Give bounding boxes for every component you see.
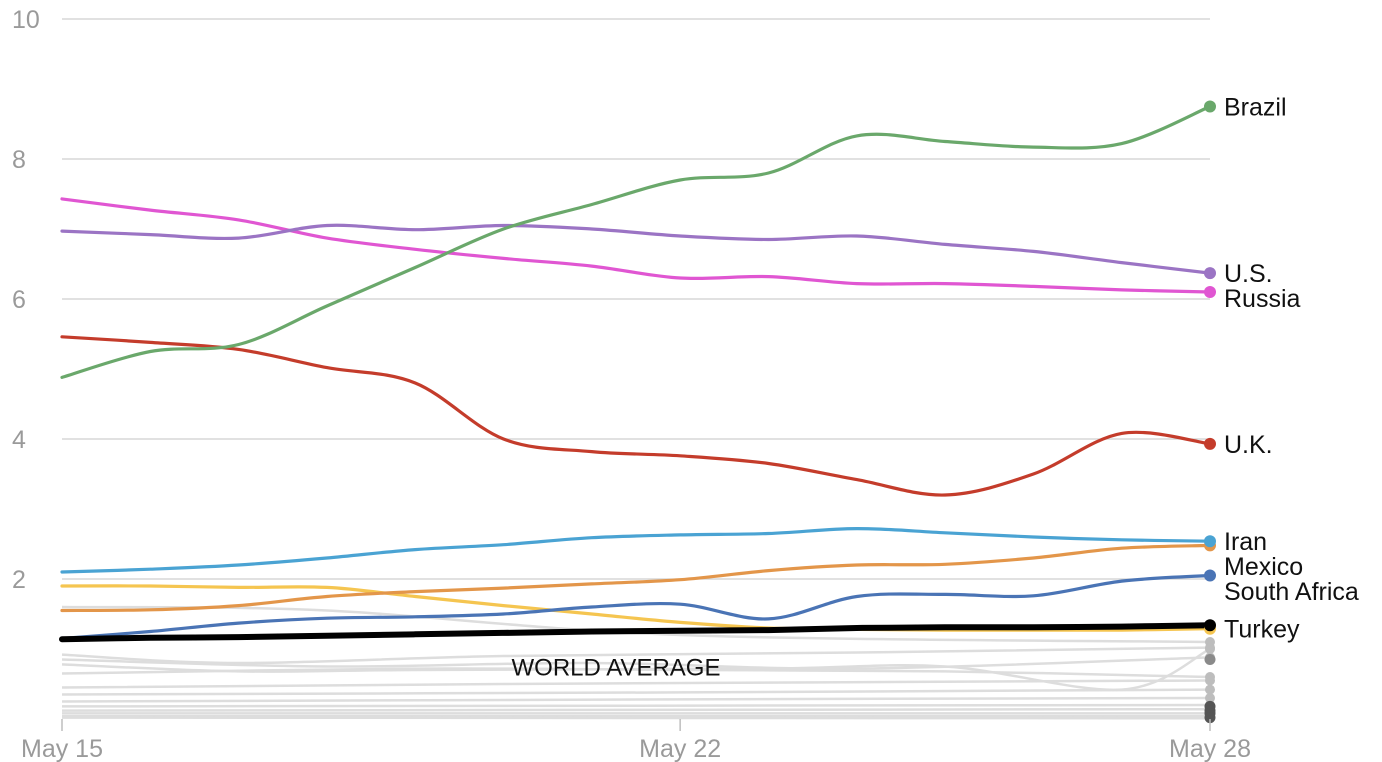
x-tick-label: May 28 <box>1169 735 1251 762</box>
world-average-annotation: WORLD AVERAGE <box>512 654 721 681</box>
series-end-label: Brazil <box>1224 94 1287 122</box>
u-s-line <box>60 223 1212 275</box>
x-tick-label: May 22 <box>639 735 721 762</box>
series-end-label: Iran <box>1224 528 1267 556</box>
series-end-label: Turkey <box>1224 616 1300 644</box>
background-series-line <box>61 707 1211 712</box>
iran-end-dot <box>1204 535 1216 548</box>
x-tick-label: May 15 <box>21 735 103 762</box>
u-k-line <box>60 335 1212 497</box>
background-series-end-dot <box>1205 675 1215 686</box>
y-tick-label: 6 <box>12 286 26 314</box>
background-series-end-dot <box>1205 693 1215 703</box>
background-series-line <box>61 688 1211 696</box>
x-axis: May 15 May 22 May 28 <box>21 719 1251 762</box>
y-axis-tick-labels: 10 8 6 4 2 <box>12 6 40 594</box>
y-tick-label: 8 <box>12 146 26 174</box>
background-series-line <box>61 667 1211 679</box>
y-tick-label: 10 <box>12 6 40 34</box>
world-average-line <box>59 622 1213 643</box>
background-series-line <box>61 703 1211 708</box>
background-series-line <box>61 696 1211 703</box>
mexico-line <box>60 543 1212 613</box>
background-series-line <box>61 716 1211 720</box>
background-series-end-dot <box>1204 654 1216 665</box>
u-k-end-dot <box>1204 437 1216 450</box>
series-end-label: Russia <box>1224 285 1301 313</box>
brazil-end-dot <box>1204 100 1216 113</box>
iran-line <box>60 526 1212 574</box>
south-africa-end-dot <box>1204 569 1216 582</box>
background-series-end-dot <box>1205 684 1215 695</box>
u-s-end-dot <box>1204 267 1216 280</box>
gridlines <box>62 18 1210 580</box>
south-africa-line <box>60 573 1212 641</box>
background-series-end-dot <box>1205 644 1215 654</box>
background-series-end-dot <box>1204 712 1216 724</box>
world-average-end-dot <box>1204 619 1216 632</box>
russia-end-dot <box>1204 286 1216 298</box>
y-tick-label: 2 <box>12 566 26 594</box>
y-tick-label: 4 <box>12 426 26 454</box>
brazil-line <box>60 104 1212 379</box>
series-end-label: U.S. <box>1224 260 1273 288</box>
background-series-line <box>61 656 1211 670</box>
annotations: WORLD AVERAGE <box>512 654 721 681</box>
background-series-line <box>61 679 1211 689</box>
background-series-line <box>61 646 1211 665</box>
world-average-line <box>59 622 1213 643</box>
series-end-label: Mexico <box>1224 553 1303 581</box>
series-end-markers <box>1204 100 1216 635</box>
russia-line <box>60 197 1212 294</box>
highlighted-series-lines <box>60 104 1212 641</box>
series-end-label: South Africa <box>1224 578 1359 606</box>
series-end-label: U.K. <box>1224 431 1273 459</box>
